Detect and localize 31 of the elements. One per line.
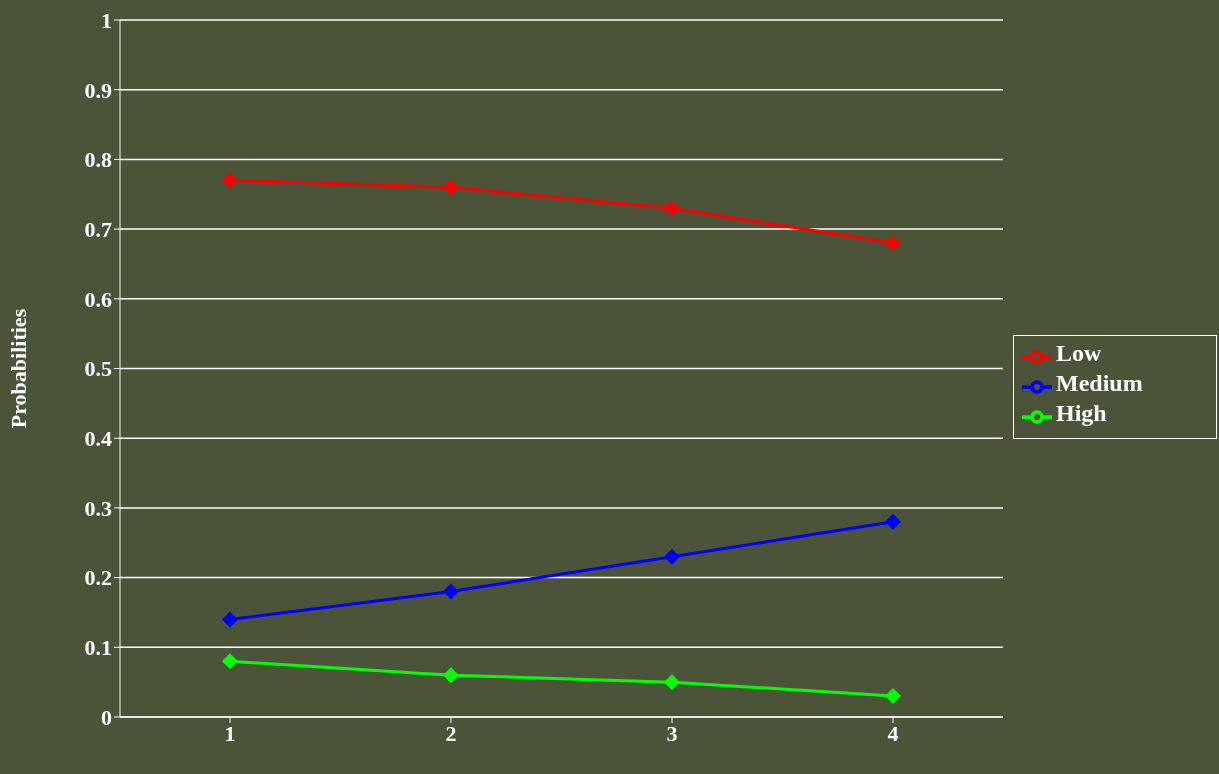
- point: [443, 667, 459, 684]
- y-tick-label: 0.2: [84, 565, 112, 591]
- legend-label: Medium: [1056, 369, 1143, 396]
- y-axis-title: Probabilities: [5, 308, 31, 429]
- y-tick-label: 0.9: [84, 77, 112, 103]
- y-tick-label: 0.8: [84, 147, 112, 173]
- y-tick-label: 0.4: [84, 426, 112, 452]
- y-tick-label: 0.6: [84, 286, 112, 312]
- point: [222, 611, 238, 628]
- point: [885, 688, 901, 705]
- y-tick-label: 0.7: [84, 216, 112, 242]
- x-tick-label: 3: [666, 720, 678, 746]
- x-tick-label: 4: [887, 720, 899, 746]
- y-tick-label: 1: [101, 7, 112, 33]
- point: [885, 235, 901, 252]
- point: [443, 179, 459, 196]
- x-tick-label: 1: [224, 720, 236, 746]
- point: [664, 200, 680, 217]
- legend-label: Low: [1056, 339, 1102, 366]
- x-tick-label: 2: [445, 720, 457, 746]
- point: [664, 548, 680, 565]
- point: [222, 172, 238, 189]
- point: [664, 674, 680, 691]
- y-tick-label: 0.1: [84, 635, 112, 661]
- point: [222, 653, 238, 670]
- y-tick-label: 0: [101, 704, 112, 730]
- point: [885, 513, 901, 530]
- legend-label: High: [1056, 400, 1107, 427]
- y-tick-label: 0.5: [84, 356, 112, 382]
- point: [443, 583, 459, 600]
- y-tick-label: 0.3: [84, 495, 112, 521]
